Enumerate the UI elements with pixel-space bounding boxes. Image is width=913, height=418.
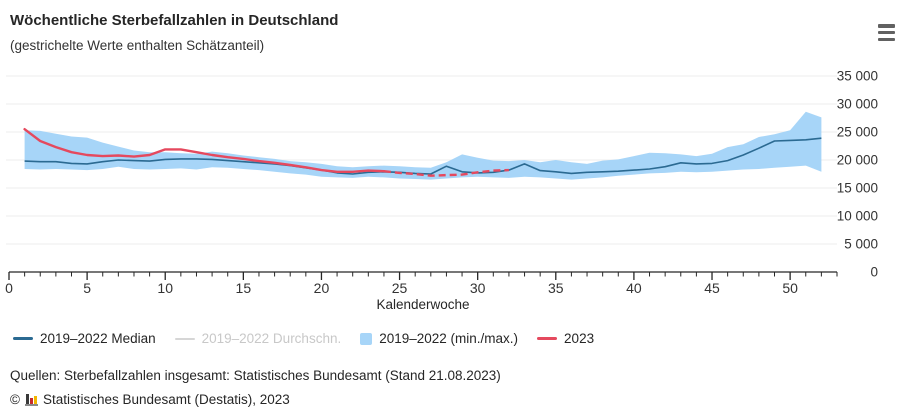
- x-axis: 0 5 10 15 20 25 30 35 40 45 50 Kalenderwoche: [5, 271, 838, 312]
- destatis-logo-icon: [24, 393, 38, 406]
- legend-label: 2023: [564, 331, 595, 346]
- y-tick-label: 35 000: [837, 69, 878, 84]
- line-y2023-dashed[interactable]: [383, 168, 509, 177]
- x-axis-title: Kalenderwoche: [376, 297, 469, 312]
- x-tick-label: 40: [626, 280, 642, 296]
- hamburger-icon: [878, 24, 895, 28]
- chart-legend: 2019–2022 Median 2019–2022 Durchschn. 2019…: [13, 331, 594, 346]
- x-tick-label: 15: [236, 280, 252, 296]
- legend-label: 2019–2022 (min./max.): [379, 331, 519, 346]
- legend-label: 2019–2022 Durchschn.: [201, 331, 342, 346]
- x-tick-label: 10: [157, 280, 173, 296]
- x-tick-label: 20: [314, 280, 330, 296]
- y-tick-label: 10 000: [837, 209, 878, 224]
- x-tick-label: 35: [548, 280, 564, 296]
- y-tick-label: 0: [870, 265, 878, 280]
- menu-button[interactable]: [878, 24, 896, 41]
- legend-item-y2023[interactable]: 2023: [537, 331, 594, 346]
- y-tick-label: 15 000: [837, 181, 878, 196]
- hamburger-icon: [878, 37, 895, 41]
- y-tick-label: 25 000: [837, 125, 878, 140]
- x-tick-label: 50: [782, 280, 798, 296]
- hamburger-icon: [878, 30, 895, 35]
- y-tick-label: 30 000: [837, 97, 878, 112]
- chart-subtitle: (gestrichelte Werte enthalten Schätzante…: [10, 38, 265, 53]
- avg-swatch-icon: [174, 337, 195, 340]
- x-tick-label: 0: [5, 280, 13, 296]
- page-title: Wöchentliche Sterbefallzahlen in Deutsch…: [10, 12, 339, 29]
- y-tick-label: 20 000: [837, 153, 878, 168]
- copyright-note: © Statistisches Bundesamt (Destatis), 20…: [10, 392, 290, 407]
- legend-item-avg[interactable]: 2019–2022 Durchschn.: [174, 331, 342, 346]
- copyright-text: Statistisches Bundesamt (Destatis), 2023: [42, 392, 290, 407]
- band-minmax[interactable]: [24, 111, 822, 180]
- median-swatch-icon: [13, 337, 33, 340]
- legend-item-minmax[interactable]: 2019–2022 (min./max.): [360, 331, 518, 346]
- x-tick-label: 5: [83, 280, 91, 296]
- mortality-line-chart: 0 5 000 10 000 15 000 20 000 25 000 30 000 35 0…: [5, 69, 878, 313]
- x-tick-label: 30: [470, 280, 486, 296]
- copyright-symbol: ©: [10, 392, 20, 407]
- y-tick-label: 5 000: [844, 237, 878, 252]
- minmax-swatch-icon: [360, 332, 373, 345]
- x-tick-label: 45: [704, 280, 720, 296]
- x-tick-label: 25: [392, 280, 408, 296]
- source-note: Quellen: Sterbefallzahlen insgesamt: Sta…: [10, 368, 501, 383]
- legend-item-median[interactable]: 2019–2022 Median: [13, 331, 156, 346]
- line-y2023-solid[interactable]: [23, 127, 386, 173]
- y2023-swatch-icon: [537, 337, 558, 340]
- legend-label: 2019–2022 Median: [40, 331, 156, 346]
